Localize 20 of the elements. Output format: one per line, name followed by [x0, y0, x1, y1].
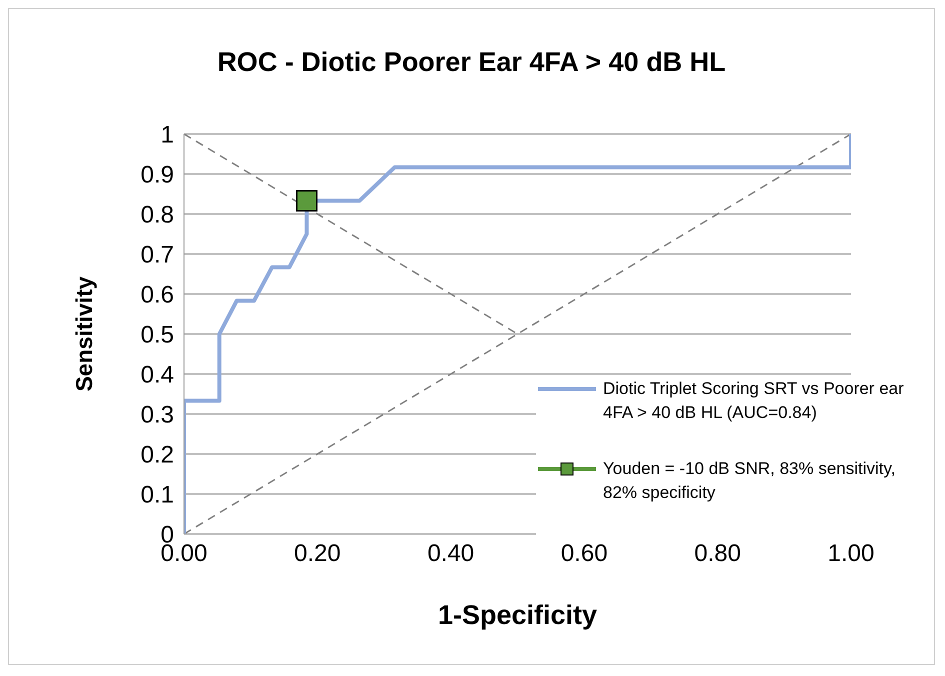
y-axis-title: Sensitivity [71, 276, 98, 392]
y-tick-label: 0.9 [140, 162, 174, 189]
x-tick-label: 0.20 [294, 540, 341, 568]
y-tick-label: 0.7 [140, 242, 174, 269]
legend-label: Youden = -10 dB SNR, 83% sensitivity, 82% specificity [603, 458, 896, 504]
chart-title: ROC - Diotic Poorer Ear 4FA > 40 dB HL [216, 47, 727, 78]
x-tick-label: 1.00 [828, 540, 874, 568]
y-tick-label: 0.2 [140, 442, 174, 469]
x-tick-label: 0.40 [427, 540, 474, 568]
y-tick-label: 0.1 [140, 482, 174, 509]
y-tick-label: 1 [160, 122, 174, 149]
y-tick-label: 0.3 [140, 402, 174, 429]
x-tick-label: 0.80 [694, 540, 741, 568]
x-axis-title: 1-Specificity [438, 600, 598, 630]
y-tick-label: 0.4 [140, 362, 174, 389]
y-tick-label: 0.8 [140, 202, 174, 229]
x-tick-label: 0.60 [560, 540, 608, 568]
y-tick-label: 0.5 [140, 322, 174, 349]
y-tick-label: 0.6 [140, 282, 174, 309]
legend-label: Diotic Triplet Scoring SRT vs Poorer ear 4FA > 40 dB HL (AUC=0.84) [603, 378, 905, 424]
